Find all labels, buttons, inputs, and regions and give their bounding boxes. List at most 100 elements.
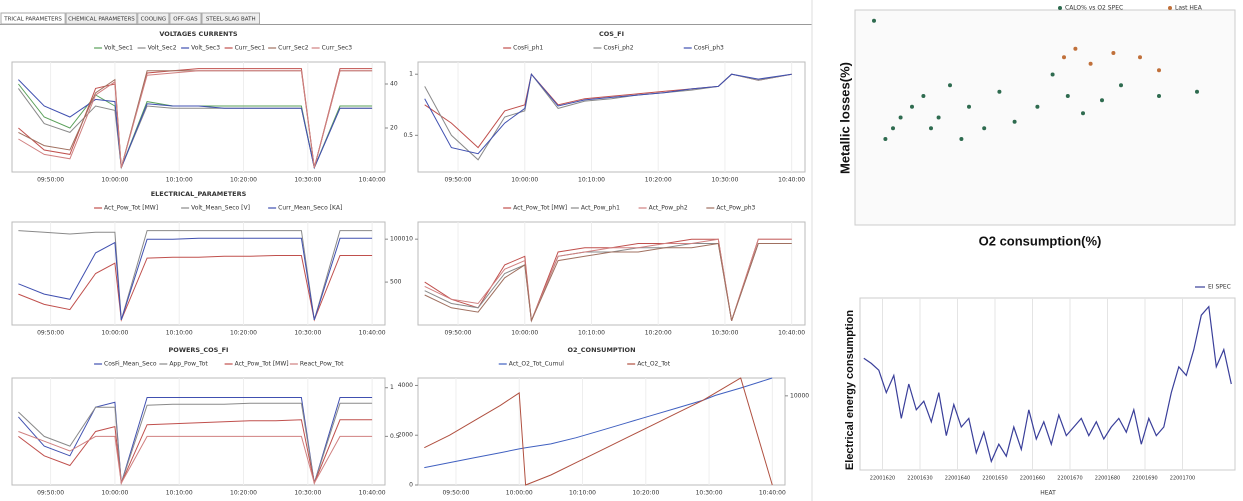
x-tick-label: 10:20:00 [632,490,659,497]
scatter-point [1119,83,1123,87]
legend-label: Act_Pow_Tot [MW] [235,361,289,368]
scatter-point [910,105,914,109]
energy-x-label: HEAT [1040,490,1056,497]
legend-label: App_Pow_Tot [169,361,208,368]
x-tick-label: 10:20:00 [230,177,257,184]
x-tick-label: 10:40:00 [359,330,386,337]
scatter-point [1062,55,1066,59]
plot-frame [418,378,785,485]
legend-label: Act_Pow_Tot [MW] [104,205,158,212]
x-tick-label: 09:50:00 [445,330,472,337]
tab-label[interactable]: CHEMICAL PARAMETERS [68,17,135,23]
energy-y-label: Electrical energy consumption [844,310,856,470]
scatter-point [959,137,963,141]
legend-label: Act_O2_Tot_Cumul [509,361,564,368]
x-tick-label: 09:50:00 [37,330,64,337]
scatter-point [929,126,933,130]
x-tick-label: 09:50:00 [445,177,472,184]
y2-tick-label: 10000 [790,392,809,399]
y-tick-label: 1 [409,71,413,78]
legend-label: CosFi_ph3 [694,45,724,52]
x-tick-label: 10:40:00 [759,490,786,497]
x-tick-label: 22001670 [1057,476,1082,482]
legend-label: CosFi_ph2 [603,45,633,52]
y-tick-label: 40 [390,81,398,88]
scatter-point [967,105,971,109]
tab-label[interactable]: COOLING [141,17,167,23]
x-tick-label: 10:30:00 [711,177,738,184]
x-tick-label: 09:50:00 [442,490,469,497]
x-tick-label: 22001690 [1132,476,1157,482]
y-tick-label: 1 [390,384,394,391]
plot-frame [418,62,805,172]
x-tick-label: 10:20:00 [230,330,257,337]
y-tick-label: 20 [390,125,398,132]
scatter-point [1157,94,1161,98]
x-tick-label: 22001700 [1170,476,1195,482]
panel-title: VOLTAGES CURRENTS [159,30,238,38]
x-tick-label: 10:20:00 [645,330,672,337]
scatter-point [1138,55,1142,59]
x-tick-label: 10:10:00 [166,330,193,337]
scatter-point [948,83,952,87]
x-tick-label: 10:30:00 [711,330,738,337]
energy-frame [860,298,1235,470]
scatter-point [1066,94,1070,98]
x-tick-label: 10:30:00 [294,177,321,184]
x-tick-label: 10:10:00 [578,330,605,337]
legend-label: Curr_Sec2 [278,45,309,52]
scatter-point [1089,62,1093,66]
scatter-point [997,90,1001,94]
legend-label: Volt_Sec3 [191,45,220,52]
plot-frame [12,62,385,172]
scatter-point [899,116,903,120]
scatter-y-label: Metallic losses(%) [837,62,852,174]
x-tick-label: 22001630 [907,476,932,482]
legend-label: Curr_Sec1 [235,45,266,52]
scatter-x-label: O2 consumption(%) [979,233,1102,248]
x-tick-label: 10:00:00 [101,490,128,497]
scatter-point [883,137,887,141]
legend-label: Act_Pow_ph1 [581,205,620,212]
legend-label: Curr_Sec3 [322,45,353,52]
x-tick-label: 22001680 [1095,476,1120,482]
x-tick-label: 10:00:00 [101,177,128,184]
legend-label: Curr_Mean_Seco [KA] [278,205,342,212]
x-tick-label: 10:40:00 [359,490,386,497]
legend-label: Act_Pow_Tot [MW] [513,205,567,212]
panel-title: O2_CONSUMPTION [567,346,635,354]
tab-label[interactable]: TRICAL PARAMETERS [3,17,62,23]
y-tick-label: 500 [390,279,402,286]
x-tick-label: 10:00:00 [506,490,533,497]
plot-frame [12,378,385,485]
legend-label: Volt_Sec2 [148,45,177,52]
x-tick-label: 10:20:00 [645,177,672,184]
scatter-point [1195,90,1199,94]
x-tick-label: 10:40:00 [778,177,805,184]
panel-title: POWERS_COS_FI [169,346,229,354]
scatter-point [982,126,986,130]
x-tick-label: 22001620 [870,476,895,482]
x-tick-label: 10:30:00 [294,490,321,497]
x-tick-label: 10:30:00 [294,330,321,337]
x-tick-label: 10:10:00 [578,177,605,184]
x-tick-label: 09:50:00 [37,490,64,497]
legend-label: EI SPEC [1208,284,1231,291]
panel-title: COS_FI [599,30,624,38]
y-tick-label: 0.5 [403,132,413,139]
legend-label: Act_Pow_ph3 [716,205,755,212]
x-tick-label: 22001640 [945,476,970,482]
y-tick-label: 0 [409,482,413,489]
legend-label: CosFi_Mean_Seco [104,361,157,368]
scatter-point [1013,120,1017,124]
legend-label: Act_O2_Tot [637,361,671,368]
legend-label: React_Pow_Tot [300,361,344,368]
x-tick-label: 10:00:00 [511,330,538,337]
scatter-point [1081,111,1085,115]
tab-label[interactable]: STEEL-SLAG BATH [206,17,256,23]
y-tick-label: 2000 [398,432,413,439]
x-tick-label: 22001650 [982,476,1007,482]
y-tick-label: 1000 [390,236,405,243]
scatter-point [891,126,895,130]
tab-label[interactable]: OFF-GAS [173,17,198,23]
